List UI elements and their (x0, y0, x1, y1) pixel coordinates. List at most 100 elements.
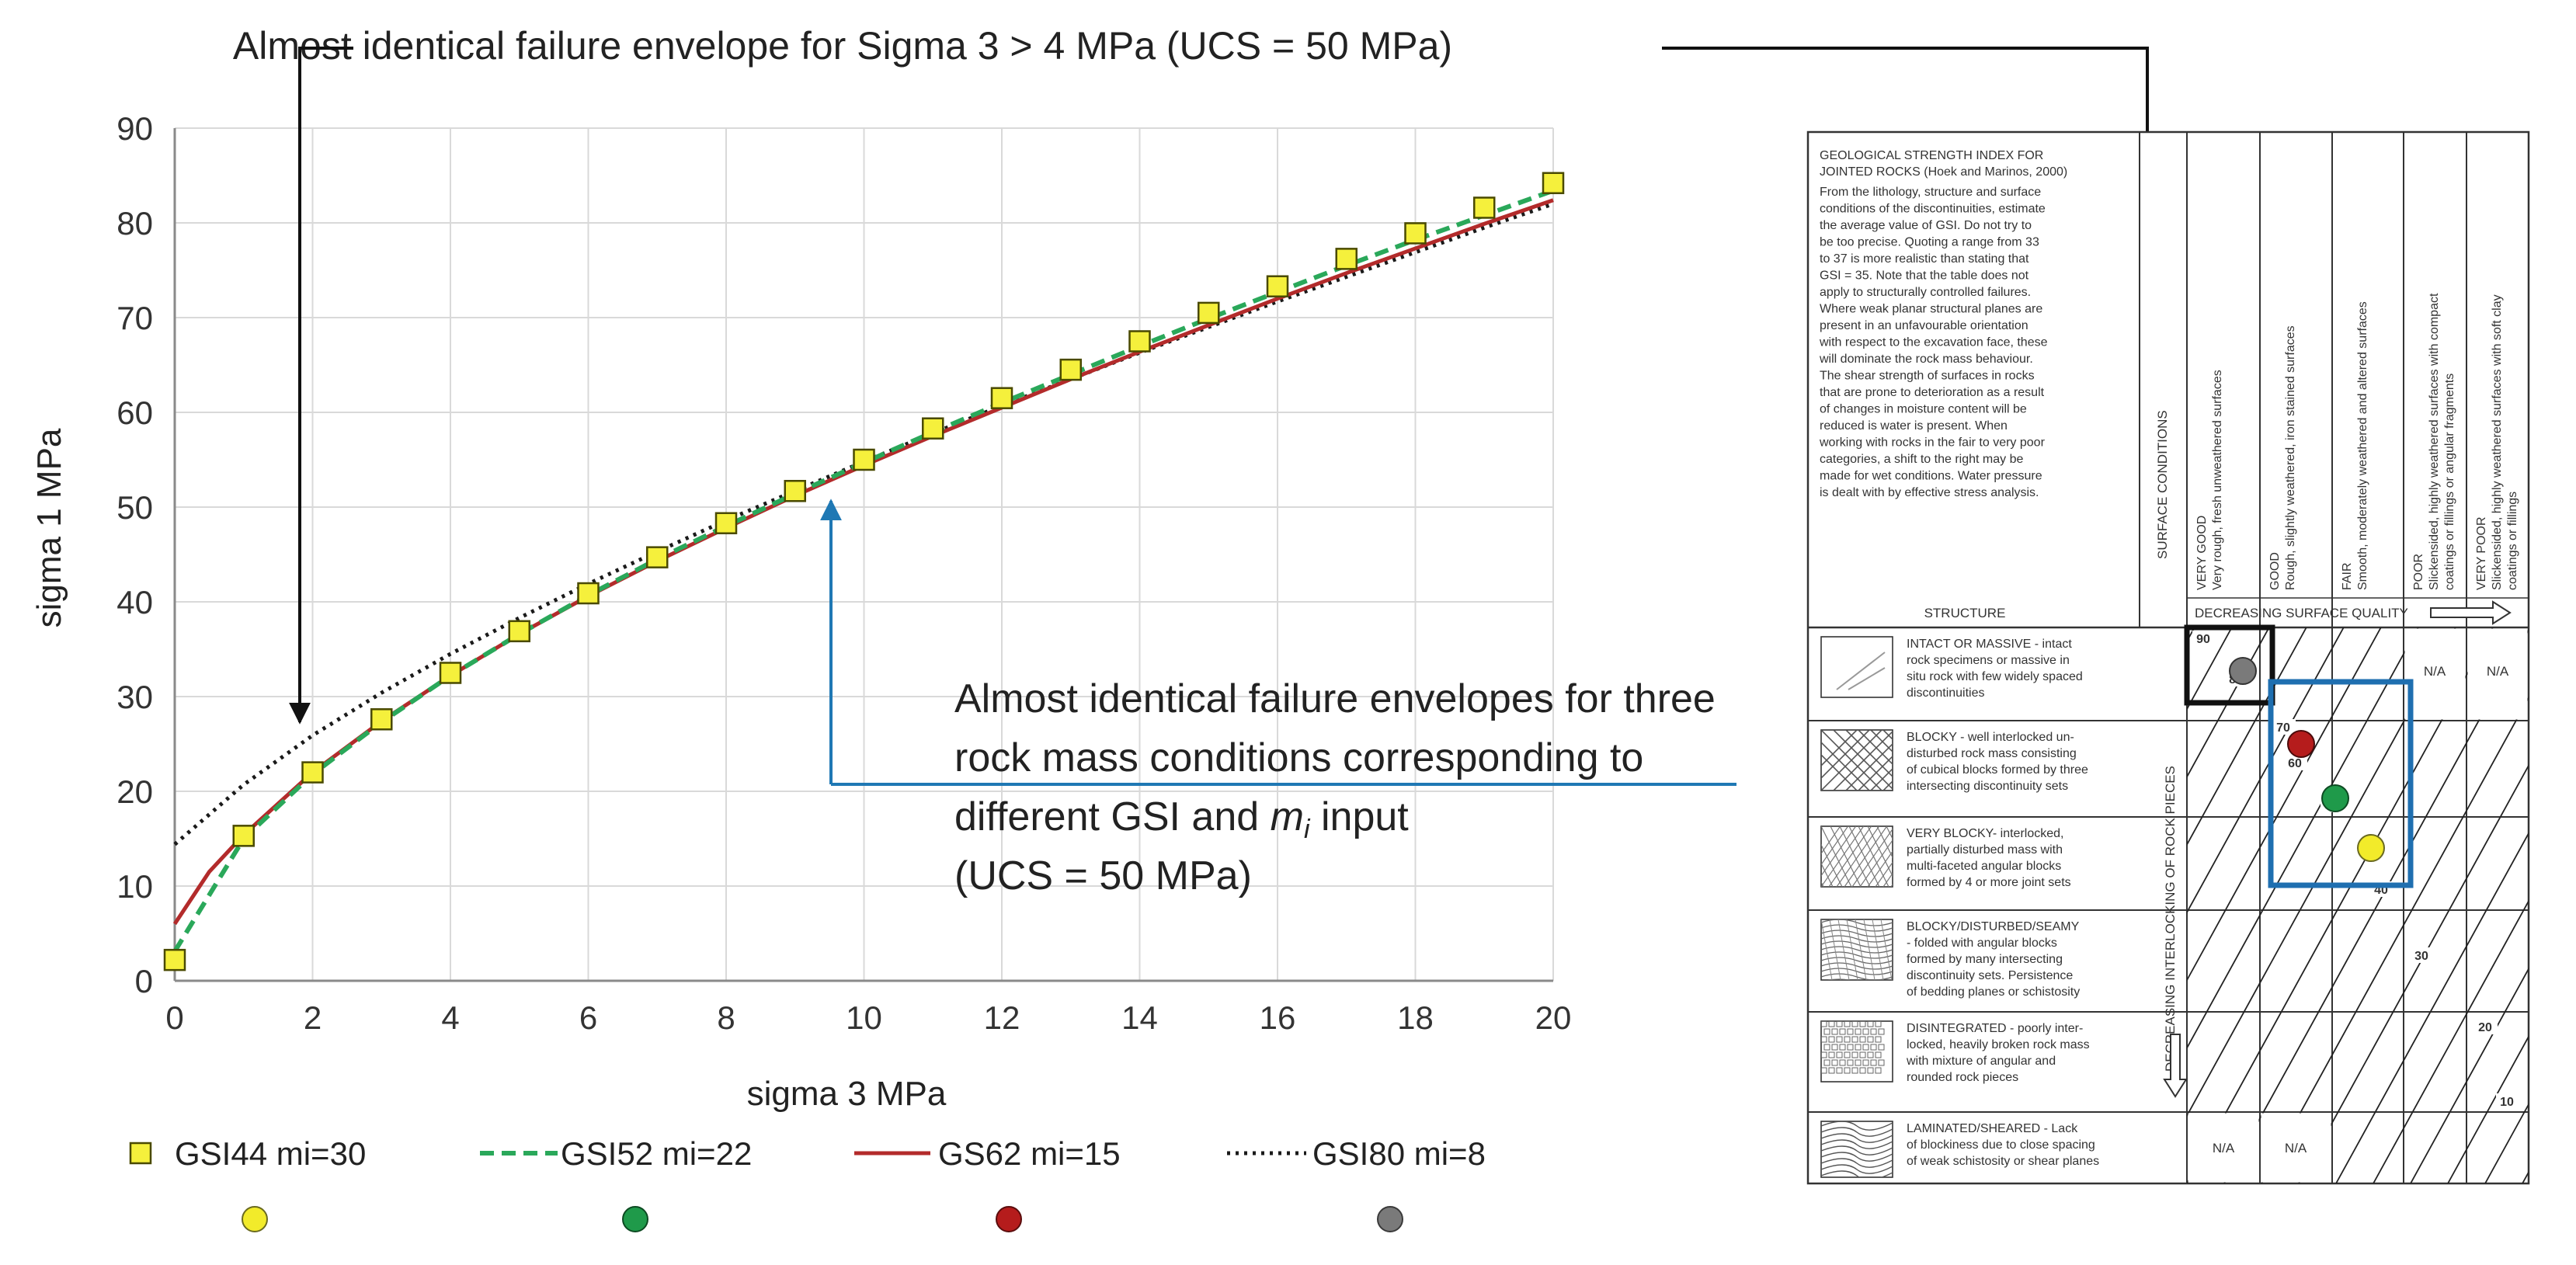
middle-annotation: Almost identical failure envelopes for t… (820, 499, 1736, 898)
gsi-description-line: with respect to the excavation face, the… (1819, 336, 2048, 349)
icon-stroke (1859, 839, 1893, 887)
data-point-gsi44 (370, 708, 393, 731)
icon-stroke (1821, 730, 1882, 791)
icon-stroke (1870, 767, 1893, 791)
icon-stroke (1821, 741, 1870, 791)
icon-stroke (1870, 1028, 1877, 1035)
gsi-highlight-blue (2268, 679, 2414, 888)
gsi-contour-label: 60 (2288, 757, 2302, 770)
gsi-row-text: of blockiness due to close spacing (1907, 1138, 2095, 1152)
gsi-na-label: N/A (2213, 1141, 2235, 1156)
legend-label-gsi44: GSI44 mi=30 (175, 1135, 366, 1172)
icon-stroke (1828, 826, 1872, 887)
icon-stroke (1839, 1059, 1846, 1066)
gsi-hatch-line (2560, 627, 2576, 1183)
icon-stroke (1862, 1044, 1869, 1051)
gsi-row-text: with mixture of angular and (1906, 1055, 2056, 1068)
y-tick-label: 90 (116, 110, 153, 147)
icon-stroke (1821, 957, 1893, 964)
icon-stroke (1858, 826, 1889, 887)
data-point-gsi44 (301, 761, 324, 784)
gsi-row-text: VERY BLOCKY- interlocked, (1907, 827, 2063, 840)
icon-stroke (1847, 1044, 1854, 1051)
gsi-row-text: - folded with angular blocks (1907, 937, 2057, 950)
icon-stroke (1859, 1021, 1866, 1027)
icon-stroke (1821, 1127, 1893, 1137)
gsi-description-line: apply to structurally controlled failure… (1820, 286, 2031, 299)
gsi-description-line: From the lithology, structure and surfac… (1820, 186, 2041, 199)
icon-stroke (1870, 730, 1893, 753)
gsi-na-cell (2261, 1113, 2331, 1183)
icon-pattern (1821, 730, 1893, 791)
gsi-contour-bg (2411, 947, 2434, 963)
icon-stroke (1839, 1028, 1846, 1035)
gsi-description-line: GSI = 35. Note that the table does not (1820, 269, 2029, 283)
gsi-hatch-area (2187, 627, 2576, 1183)
gsi-hatch-line (2298, 763, 2529, 1183)
gsi-decreasing-quality-label: DECREASING SURFACE QUALITY (2195, 606, 2408, 620)
icon-frame (1820, 729, 1893, 791)
icon-stroke (1828, 1067, 1835, 1074)
icon-stroke (1855, 919, 1867, 980)
y-axis-label: sigma 1 MPa (30, 428, 68, 627)
x-tick-label: 2 (304, 999, 322, 1036)
icon-stroke (1829, 919, 1841, 980)
icon-stroke (1862, 1028, 1869, 1035)
icon-stroke (1867, 1067, 1874, 1074)
y-tick-labels: 0 10 20 30 40 50 60 70 80 90 (116, 110, 153, 999)
gsi-na-cell (2188, 1113, 2259, 1183)
gsi-row-text: locked, heavily broken rock mass (1907, 1038, 2090, 1051)
gsi-row-icon (1820, 636, 1893, 698)
icon-stroke (1870, 1059, 1877, 1066)
icon-stroke (1878, 1044, 1885, 1051)
gsi-row-text: BLOCKY/DISTURBED/SEAMY (1907, 920, 2080, 933)
gsi-contour-label: 20 (2478, 1021, 2492, 1034)
icon-stroke (1855, 1028, 1862, 1035)
icon-stroke (1844, 1051, 1851, 1058)
icon-stroke (1851, 1051, 1858, 1058)
gsi-column-desc: Smooth, moderately weathered and altered… (2356, 301, 2369, 590)
icon-stroke (1851, 1067, 1858, 1074)
data-point-gsi44 (922, 417, 944, 440)
icon-stroke (1844, 1036, 1851, 1043)
gsi-row-text: DISINTEGRATED - poorly inter- (1907, 1022, 2083, 1035)
x-tick-label: 0 (165, 999, 183, 1036)
icon-stroke (1875, 1036, 1882, 1043)
gsi-hatch-line (2223, 628, 2529, 1183)
gsi-column-desc: Slickensided, highly weathered surfaces … (2428, 293, 2441, 590)
icon-stroke (1821, 962, 1893, 970)
gsi-row-text: discontinuities (1907, 686, 1985, 700)
gsi-row-text: BLOCKY - well interlocked un- (1907, 731, 2074, 744)
icon-stroke (1821, 826, 1841, 855)
gsi-contour-label: 30 (2414, 950, 2428, 963)
icon-stroke (1867, 850, 1893, 887)
legend-item-gsi80: GSI80 mi=8 (1227, 1135, 1486, 1172)
gsi-description-line: categories, a shift to the right may be (1820, 453, 2023, 466)
gsi-na-cell (2404, 628, 2466, 720)
y-tick-label: 70 (116, 300, 153, 336)
legend-item-gsi52: GSI52 mi=22 (480, 1135, 752, 1172)
icon-stroke (1872, 919, 1884, 980)
icon-stroke (1875, 861, 1893, 887)
gsi-description-line: will dominate the rock mass behaviour. (1819, 353, 2033, 366)
gsi-row-text: of bedding planes or schistosity (1907, 985, 2080, 999)
icon-stroke (1859, 1051, 1866, 1058)
gsi-row-text: discontinuity sets. Persistence (1907, 969, 2073, 982)
gsi-decreasing-interlocking-label: DECREASING INTERLOCKING OF ROCK PIECES (2163, 766, 2178, 1072)
gsi-row-icon (1820, 825, 1893, 888)
gsi-column-title: VERY GOOD (2195, 516, 2209, 590)
icon-stroke (1823, 1028, 1830, 1035)
x-tick-label: 6 (579, 999, 597, 1036)
y-tick-label: 10 (116, 868, 153, 905)
data-point-gsi44 (577, 582, 600, 605)
icon-stroke (1821, 1170, 1893, 1177)
gsi-row-text: disturbed rock mass consisting (1907, 747, 2077, 760)
gsi-description: GEOLOGICAL STRENGTH INDEX FOR JOINTED RO… (1819, 149, 2067, 499)
gsi-row-text: rock specimens or massive in (1907, 654, 2070, 667)
legend-label-gs62: GS62 mi=15 (938, 1135, 1121, 1172)
icon-stroke (1867, 1051, 1874, 1058)
legend-item-gsi44: GSI44 mi=30 (129, 1135, 366, 1172)
icon-stroke (1867, 826, 1893, 878)
x-tick-labels: 0 2 4 6 8 10 12 14 16 18 20 (165, 999, 1571, 1036)
